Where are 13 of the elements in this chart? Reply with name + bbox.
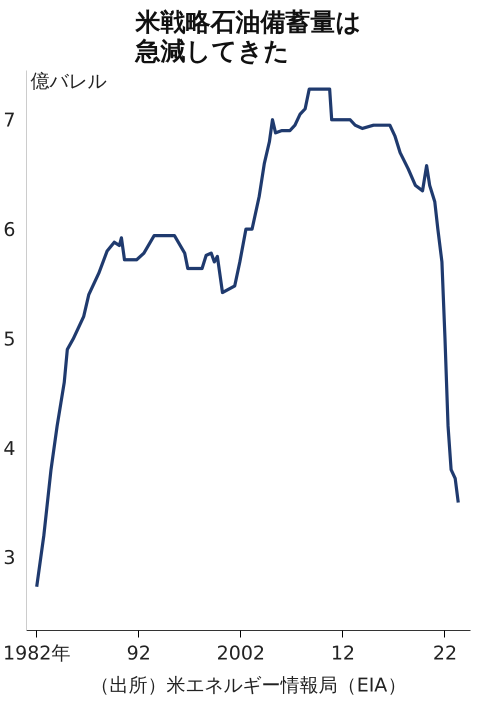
chart-title: 米戦略石油備蓄量は急減してきた [134, 8, 362, 66]
y-axis-title: 億バレル [30, 70, 107, 92]
x-tick-label: 22 [432, 642, 458, 664]
x-tick-label: 92 [126, 642, 151, 664]
x-tick-label: 12 [330, 642, 356, 664]
y-tick-label: 3 [3, 547, 16, 570]
text: （出所）米エネルギー情報局（EIA） [90, 674, 406, 696]
x-tick-label: 2002 [216, 642, 266, 664]
y-tick-label: 5 [3, 328, 16, 350]
y-tick-label: 6 [3, 219, 16, 242]
y-tick-label: 7 [3, 110, 16, 132]
y-tick-label: 4 [3, 438, 16, 460]
x-tick-label: 1982年 [3, 642, 70, 664]
